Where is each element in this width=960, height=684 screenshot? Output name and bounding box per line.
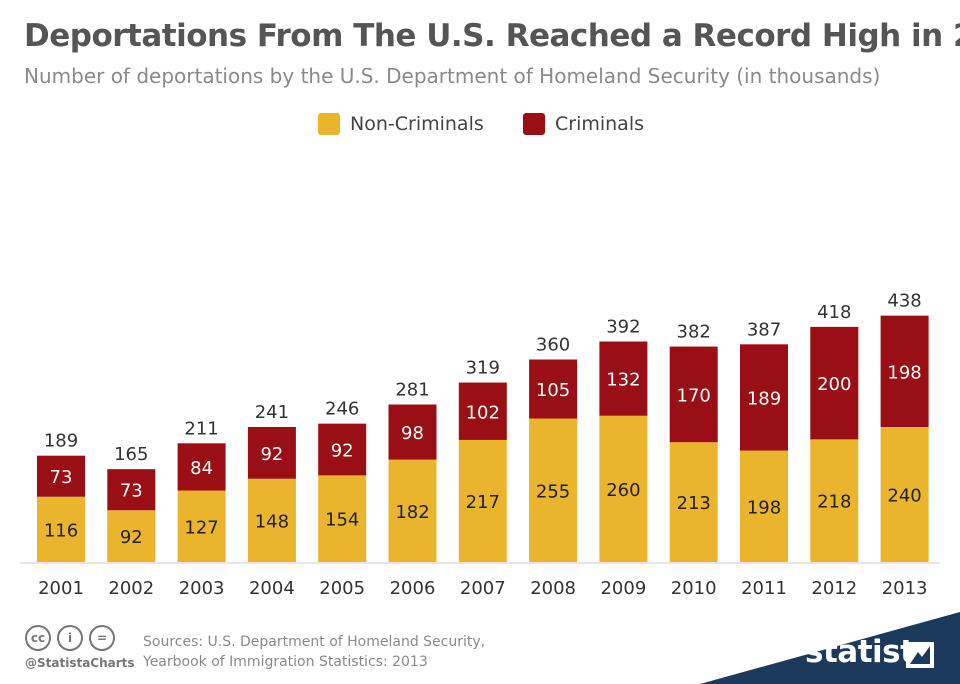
bar-criminals-2007	[458, 382, 507, 440]
license-icons: cc i =	[25, 625, 115, 651]
legend-swatch-criminals	[523, 113, 545, 135]
label-total-2008: 360	[536, 335, 570, 356]
bar-criminals-2010	[669, 346, 718, 443]
label-criminals-2006: 98	[401, 423, 424, 444]
label-criminals-2004: 92	[260, 444, 283, 465]
x-tick-label-2011: 2011	[741, 578, 787, 599]
label-criminals-2013: 198	[887, 362, 921, 383]
bar-criminals-2013	[880, 315, 929, 427]
label-criminals-2011: 189	[747, 388, 781, 409]
label-total-2004: 241	[255, 402, 289, 423]
x-tick-label-2009: 2009	[600, 578, 646, 599]
bar-non-criminals-2006	[388, 459, 437, 562]
x-tick-label-2005: 2005	[319, 578, 365, 599]
bar-non-criminals-2009	[599, 415, 648, 562]
brand-banner	[700, 612, 960, 684]
label-non-criminals-2010: 213	[677, 493, 711, 514]
footer: cc i = @StatistaCharts Sources: U.S. Dep…	[0, 612, 960, 684]
label-total-2013: 438	[887, 291, 921, 312]
x-tick-label-2008: 2008	[530, 578, 576, 599]
x-tick-label-2012: 2012	[811, 578, 857, 599]
bar-non-criminals-2007	[458, 439, 507, 562]
bar-non-criminals-2001	[37, 496, 85, 562]
bar-criminals-2004	[247, 427, 296, 479]
x-tick-label-2002: 2002	[108, 578, 154, 599]
legend-item-criminals: Criminals	[523, 110, 644, 138]
bar-non-criminals-2013	[880, 427, 929, 562]
x-tick-label-2003: 2003	[179, 578, 225, 599]
bar-non-criminals-2003	[177, 490, 226, 562]
label-criminals-2009: 132	[606, 370, 640, 391]
label-non-criminals-2004: 148	[255, 511, 289, 532]
bar-non-criminals-2008	[529, 418, 578, 562]
label-total-2009: 392	[606, 317, 640, 338]
bar-criminals-2005	[318, 423, 367, 476]
statista-handle: @StatistaCharts	[25, 656, 135, 670]
label-total-2007: 319	[466, 358, 500, 379]
label-total-2011: 387	[747, 319, 781, 340]
label-non-criminals-2012: 218	[817, 492, 851, 513]
label-criminals-2005: 92	[331, 441, 354, 462]
x-tick-label-2004: 2004	[249, 578, 295, 599]
by-icon: i	[57, 625, 83, 651]
bar-non-criminals-2010	[669, 442, 718, 562]
label-non-criminals-2005: 154	[325, 510, 359, 531]
label-criminals-2007: 102	[466, 402, 500, 423]
bar-non-criminals-2005	[318, 475, 367, 562]
label-total-2003: 211	[184, 418, 218, 439]
bar-criminals-2009	[599, 341, 648, 416]
bar-non-criminals-2012	[810, 439, 859, 562]
label-criminals-2003: 84	[190, 458, 213, 479]
bar-criminals-2002	[107, 469, 156, 511]
label-criminals-2002: 73	[120, 481, 143, 502]
label-non-criminals-2001: 116	[44, 520, 78, 541]
x-tick-label-2001: 2001	[38, 578, 84, 599]
label-total-2010: 382	[677, 322, 711, 343]
legend-swatch-non-criminals	[318, 113, 340, 135]
x-tick-label-2006: 2006	[390, 578, 436, 599]
x-tick-label-2013: 2013	[882, 578, 928, 599]
chart-subtitle: Number of deportations by the U.S. Depar…	[24, 64, 881, 88]
bar-non-criminals-2004	[247, 478, 296, 562]
label-total-2002: 165	[114, 444, 148, 465]
label-non-criminals-2011: 198	[747, 497, 781, 518]
legend-item-non-criminals: Non-Criminals	[318, 110, 484, 138]
legend: Non-Criminals Criminals	[0, 110, 960, 138]
brand-banner-shape	[700, 612, 960, 684]
chart-title: Deportations From The U.S. Reached a Rec…	[24, 18, 960, 54]
label-total-2005: 246	[325, 399, 359, 420]
sources-note: Sources: U.S. Department of Homeland Sec…	[143, 634, 486, 670]
label-total-2001: 189	[44, 431, 78, 452]
bar-chart: 116 73 189 2001 92 73 165 2002 127 84 211 2003 148 92…	[20, 291, 940, 599]
x-tick-label-2010: 2010	[671, 578, 717, 599]
label-non-criminals-2013: 240	[887, 486, 921, 507]
label-non-criminals-2009: 260	[606, 480, 640, 501]
label-criminals-2010: 170	[677, 385, 711, 406]
bar-criminals-2012	[810, 326, 859, 440]
bar-criminals-2008	[529, 359, 578, 419]
label-non-criminals-2008: 255	[536, 481, 570, 502]
label-non-criminals-2007: 217	[466, 492, 500, 513]
statista-logo-icon	[906, 642, 934, 668]
legend-label-criminals: Criminals	[555, 113, 645, 135]
label-total-2012: 418	[817, 302, 851, 323]
label-non-criminals-2002: 92	[120, 527, 143, 548]
legend-label-non-criminals: Non-Criminals	[350, 113, 484, 135]
cc-icon: cc	[25, 625, 51, 651]
bar-non-criminals-2011	[740, 450, 788, 562]
label-non-criminals-2003: 127	[184, 517, 218, 538]
label-criminals-2001: 73	[50, 467, 73, 488]
label-total-2006: 281	[395, 380, 429, 401]
label-criminals-2012: 200	[817, 374, 851, 395]
nd-icon: =	[89, 625, 115, 651]
label-non-criminals-2006: 182	[395, 502, 429, 523]
bar-criminals-2001	[37, 455, 85, 497]
bar-criminals-2003	[177, 443, 226, 491]
bar-criminals-2006	[388, 404, 437, 460]
bar-criminals-2011	[740, 344, 788, 451]
x-tick-label-2007: 2007	[460, 578, 506, 599]
bar-non-criminals-2002	[107, 510, 156, 562]
label-criminals-2008: 105	[536, 380, 570, 401]
